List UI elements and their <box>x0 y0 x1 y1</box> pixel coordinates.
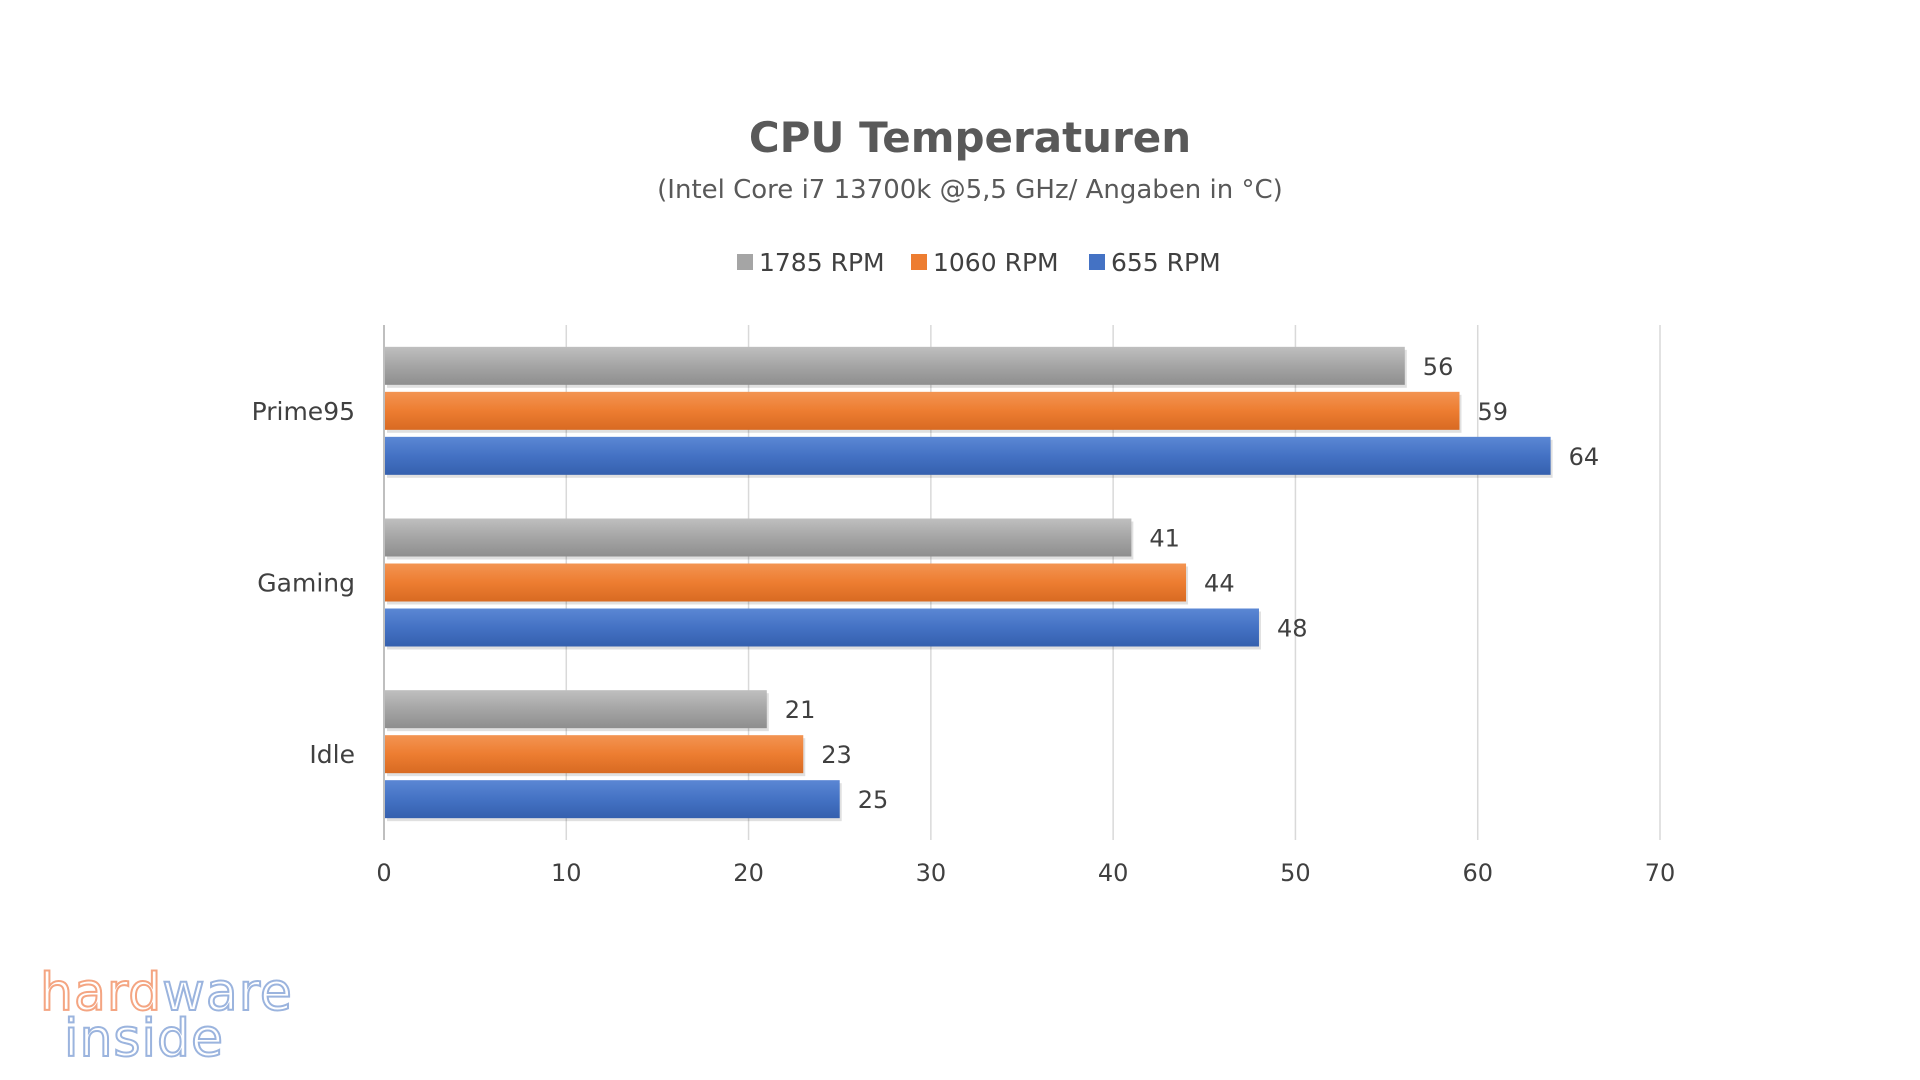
bar-1785-rpm <box>385 346 1405 385</box>
logo-text-inside: inside <box>63 1009 224 1069</box>
legend-label: 1785 RPM <box>759 248 885 277</box>
legend-label: 1060 RPM <box>933 248 1059 277</box>
data-label: 41 <box>1149 525 1180 553</box>
bar-1060-rpm <box>385 563 1187 602</box>
bar-655-rpm <box>385 436 1551 475</box>
bar-655-rpm <box>385 780 840 819</box>
category-label: Gaming <box>257 569 355 598</box>
x-tick-label: 0 <box>376 859 391 887</box>
data-label: 59 <box>1477 398 1508 426</box>
logo-text-hard: hard <box>39 963 163 1023</box>
data-label: 21 <box>785 696 816 724</box>
data-label: 23 <box>821 741 852 769</box>
logo-text-ware: ware <box>161 963 293 1023</box>
legend-swatch <box>911 254 927 270</box>
bar-1785-rpm <box>385 690 767 729</box>
legend-label: 655 RPM <box>1111 248 1221 277</box>
data-label: 64 <box>1569 443 1600 471</box>
data-label: 56 <box>1423 353 1454 381</box>
x-tick-label: 60 <box>1462 859 1493 887</box>
data-label: 44 <box>1204 570 1235 598</box>
y-axis-categories: Prime95 Gaming Idle <box>252 397 355 769</box>
category-label: Prime95 <box>252 397 355 426</box>
x-tick-label: 40 <box>1098 859 1129 887</box>
bar-655-rpm <box>385 608 1259 647</box>
x-tick-label: 70 <box>1645 859 1676 887</box>
x-axis-ticks: 0 10 20 30 40 50 60 70 <box>376 859 1675 887</box>
bar-1060-rpm <box>385 735 804 774</box>
chart-title: CPU Temperaturen <box>749 113 1191 162</box>
x-tick-label: 10 <box>551 859 582 887</box>
legend-swatch <box>737 254 753 270</box>
bar-1060-rpm <box>385 391 1460 430</box>
x-tick-label: 30 <box>916 859 947 887</box>
chart-subtitle: (Intel Core i7 13700k @5,5 GHz/ Angaben … <box>657 175 1283 205</box>
hardware-inside-logo: hardware inside <box>39 966 340 1069</box>
category-label: Idle <box>309 740 355 769</box>
legend: 1785 RPM 1060 RPM 655 RPM <box>737 248 1221 277</box>
x-tick-label: 50 <box>1280 859 1311 887</box>
legend-swatch <box>1089 254 1105 270</box>
data-label: 48 <box>1277 615 1308 643</box>
data-label: 25 <box>858 786 889 814</box>
bar-1785-rpm <box>385 518 1132 557</box>
x-tick-label: 20 <box>733 859 764 887</box>
